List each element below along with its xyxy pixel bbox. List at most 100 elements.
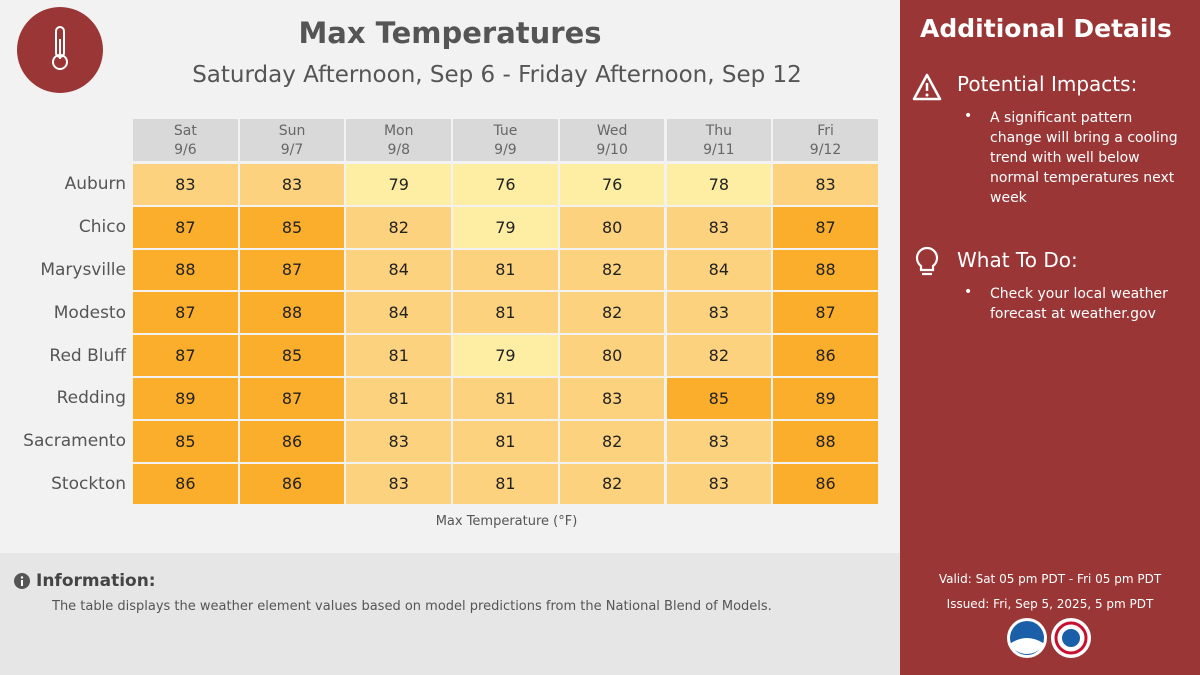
- column-header: Fri 9/12: [773, 119, 878, 161]
- lightbulb-icon: [915, 246, 939, 276]
- list-item: A significant pattern change will bring …: [990, 110, 1178, 206]
- column-date: 9/12: [809, 142, 842, 158]
- cell: 89: [133, 378, 238, 419]
- row-label: Stockton: [51, 473, 126, 494]
- title: Max Temperatures: [298, 16, 602, 50]
- cell: 87: [239, 249, 345, 291]
- column-day: Sat: [173, 123, 197, 139]
- details-panel: Additional Details Potential Impacts: • A …: [900, 0, 1200, 675]
- details-title: Additional Details: [920, 14, 1172, 43]
- cell: 78: [666, 164, 772, 205]
- cell: 81: [453, 249, 558, 291]
- column-date: 9/8: [387, 142, 410, 158]
- cell: 79: [453, 206, 558, 248]
- cell: 84: [346, 249, 452, 291]
- info-bar: Information: The table displays the weat…: [0, 553, 900, 675]
- cell: 83: [666, 420, 772, 462]
- cell: 82: [559, 249, 665, 291]
- cell: 83: [666, 206, 772, 248]
- section-heading: Potential Impacts:: [957, 72, 1138, 96]
- cell: 81: [453, 463, 558, 505]
- row-label: Chico: [78, 217, 126, 238]
- logos: [1007, 618, 1091, 658]
- section-heading: What To Do:: [957, 248, 1078, 272]
- row-label: Auburn: [64, 174, 126, 195]
- cell: 88: [133, 249, 238, 291]
- thermometer-icon: [17, 7, 103, 93]
- cell: 85: [239, 335, 345, 376]
- cell: 80: [559, 206, 665, 248]
- column-date: 9/6: [174, 142, 197, 158]
- column-day: Thu: [705, 123, 732, 139]
- info-heading: Information:: [36, 571, 156, 591]
- column-date: 9/10: [596, 142, 628, 158]
- cell: 86: [239, 420, 345, 462]
- cell: 86: [773, 463, 878, 505]
- cell: 88: [239, 292, 345, 334]
- column-date: 9/7: [280, 142, 304, 158]
- column-date: 9/9: [494, 142, 517, 158]
- cell: 81: [346, 378, 452, 419]
- row-label: Red Bluff: [49, 345, 126, 366]
- cell: 82: [559, 463, 665, 505]
- cell: 79: [346, 164, 452, 205]
- column-header: Thu 9/11: [666, 119, 772, 161]
- column-day: Sun: [278, 123, 306, 139]
- info-icon: [14, 573, 30, 589]
- valid-time: Valid: Sat 05 pm PDT - Fri 05 pm PDT: [938, 572, 1162, 586]
- info-text: The table displays the weather element v…: [52, 599, 772, 614]
- cell: 87: [773, 206, 878, 248]
- list-item: Check your local weather forecast at wea…: [990, 286, 1168, 322]
- column-header: Sat 9/6: [133, 119, 238, 161]
- column-header: Wed 9/10: [559, 119, 665, 161]
- column-day: Tue: [493, 123, 518, 139]
- cell: 83: [666, 463, 772, 505]
- row-label: Redding: [56, 388, 126, 409]
- cell: 83: [239, 164, 345, 205]
- cell: 81: [453, 420, 558, 462]
- column-day: Fri: [817, 123, 834, 139]
- cell: 76: [559, 164, 665, 205]
- cell: 86: [239, 463, 345, 505]
- cell: 83: [666, 292, 772, 334]
- cell: 83: [559, 378, 665, 419]
- row-label: Modesto: [53, 302, 126, 323]
- cell: 83: [133, 164, 238, 205]
- cell: 82: [559, 292, 665, 334]
- cell: 85: [239, 206, 345, 248]
- cell: 80: [559, 335, 665, 376]
- cell: 83: [346, 463, 452, 505]
- cell: 86: [773, 335, 878, 376]
- column-header: Tue 9/9: [453, 119, 558, 161]
- table-caption: Max Temperature (°F): [435, 514, 578, 529]
- cell: 85: [666, 378, 772, 419]
- row-label: Sacramento: [23, 431, 126, 452]
- cell: 88: [773, 249, 878, 291]
- cell: 84: [346, 292, 452, 334]
- cell: 81: [453, 292, 558, 334]
- cell: 87: [239, 378, 345, 419]
- cell: 81: [346, 335, 452, 376]
- cell: 85: [133, 420, 238, 462]
- cell: 83: [346, 420, 452, 462]
- cell: 82: [346, 206, 452, 248]
- cell: 87: [133, 206, 238, 248]
- column-day: Wed: [596, 123, 628, 139]
- cell: 79: [453, 335, 558, 376]
- bullet: •: [964, 284, 973, 300]
- cell: 87: [773, 292, 878, 334]
- issued-time: Issued: Fri, Sep 5, 2025, 5 pm PDT: [946, 597, 1154, 611]
- column-header: Sun 9/7: [239, 119, 345, 161]
- cell: 86: [133, 463, 238, 505]
- row-label: Marysville: [40, 259, 126, 280]
- column-date: 9/11: [703, 142, 735, 158]
- cell: 89: [773, 378, 878, 419]
- column-header: Mon 9/8: [346, 119, 452, 161]
- cell: 82: [666, 335, 772, 376]
- cell: 83: [773, 164, 878, 205]
- warning-icon: [912, 73, 942, 101]
- cell: 88: [773, 420, 878, 462]
- cell: 81: [453, 378, 558, 419]
- cell: 84: [666, 249, 772, 291]
